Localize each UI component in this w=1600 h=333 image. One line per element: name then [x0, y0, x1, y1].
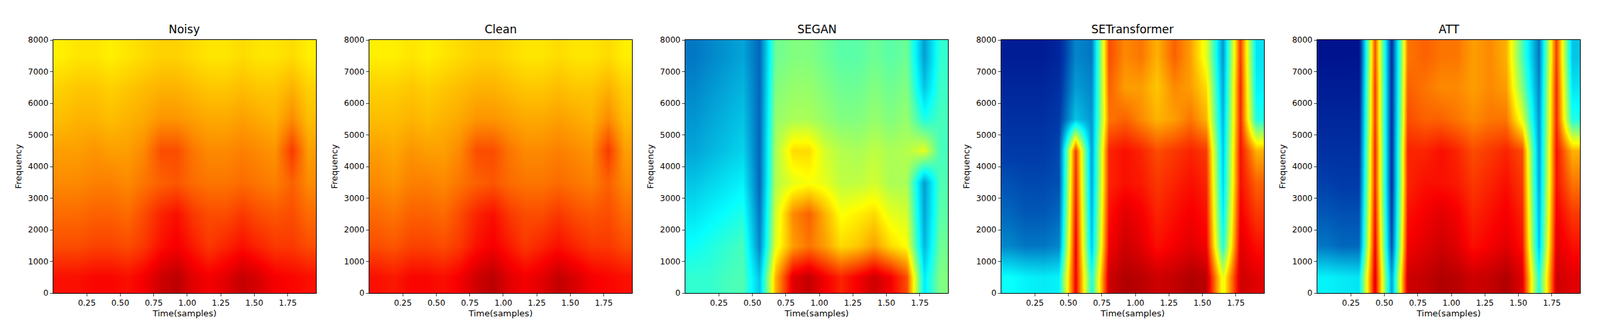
svg-text:3000: 3000 — [28, 194, 49, 204]
svg-text:1.00: 1.00 — [178, 298, 197, 308]
svg-text:0.75: 0.75 — [1092, 298, 1111, 308]
svg-text:Frequency: Frequency — [13, 144, 24, 189]
svg-text:3000: 3000 — [660, 194, 681, 204]
svg-text:3000: 3000 — [344, 194, 365, 204]
svg-text:SEGAN: SEGAN — [797, 22, 837, 36]
svg-text:1.50: 1.50 — [245, 298, 264, 308]
svg-text:Time(samples): Time(samples) — [784, 308, 849, 319]
svg-text:1.75: 1.75 — [594, 298, 613, 308]
svg-text:0.50: 0.50 — [1059, 298, 1078, 308]
svg-text:1.50: 1.50 — [561, 298, 580, 308]
svg-text:7000: 7000 — [344, 67, 365, 77]
svg-text:8000: 8000 — [976, 35, 997, 45]
svg-text:0.50: 0.50 — [1375, 298, 1394, 308]
svg-text:8000: 8000 — [28, 35, 49, 45]
svg-text:1000: 1000 — [344, 257, 365, 267]
svg-text:8000: 8000 — [660, 35, 681, 45]
svg-text:1.50: 1.50 — [877, 298, 896, 308]
svg-text:Frequency: Frequency — [645, 144, 656, 189]
svg-text:0.25: 0.25 — [1342, 298, 1360, 308]
svg-text:6000: 6000 — [976, 98, 997, 108]
svg-text:4000: 4000 — [28, 162, 49, 172]
svg-text:5000: 5000 — [344, 130, 365, 140]
svg-text:7000: 7000 — [28, 67, 49, 77]
svg-text:7000: 7000 — [1292, 67, 1313, 77]
svg-text:4000: 4000 — [660, 162, 681, 172]
svg-text:2000: 2000 — [28, 225, 49, 235]
svg-text:1.25: 1.25 — [1476, 298, 1494, 308]
svg-text:Frequency: Frequency — [1277, 144, 1288, 189]
svg-text:1.00: 1.00 — [1442, 298, 1461, 308]
svg-text:1000: 1000 — [1292, 257, 1313, 267]
svg-text:0.25: 0.25 — [1026, 298, 1044, 308]
svg-text:7000: 7000 — [976, 67, 997, 77]
svg-text:1.25: 1.25 — [528, 298, 546, 308]
svg-text:Time(samples): Time(samples) — [468, 308, 533, 319]
svg-text:0.50: 0.50 — [743, 298, 762, 308]
svg-text:8000: 8000 — [1292, 35, 1313, 45]
svg-text:1000: 1000 — [976, 257, 997, 267]
svg-text:0: 0 — [359, 288, 365, 298]
svg-text:5000: 5000 — [976, 130, 997, 140]
svg-text:2000: 2000 — [1292, 225, 1313, 235]
svg-text:1.25: 1.25 — [844, 298, 862, 308]
svg-text:8000: 8000 — [344, 35, 365, 45]
svg-text:4000: 4000 — [976, 162, 997, 172]
svg-text:1.00: 1.00 — [810, 298, 829, 308]
svg-text:1.00: 1.00 — [1126, 298, 1145, 308]
svg-text:1.25: 1.25 — [1160, 298, 1178, 308]
svg-text:1.75: 1.75 — [1542, 298, 1561, 308]
svg-text:1000: 1000 — [660, 257, 681, 267]
svg-text:0: 0 — [1307, 288, 1313, 298]
svg-text:Frequency: Frequency — [329, 144, 340, 189]
svg-text:1.75: 1.75 — [278, 298, 297, 308]
svg-text:0: 0 — [43, 288, 49, 298]
svg-text:1.75: 1.75 — [910, 298, 929, 308]
svg-text:4000: 4000 — [344, 162, 365, 172]
svg-text:0: 0 — [991, 288, 997, 298]
svg-text:Frequency: Frequency — [961, 144, 972, 189]
svg-text:5000: 5000 — [28, 130, 49, 140]
svg-text:6000: 6000 — [344, 98, 365, 108]
svg-text:1.75: 1.75 — [1226, 298, 1245, 308]
svg-text:0.75: 0.75 — [460, 298, 479, 308]
svg-text:SETransformer: SETransformer — [1091, 22, 1174, 36]
svg-text:1.50: 1.50 — [1509, 298, 1528, 308]
svg-text:1.25: 1.25 — [212, 298, 230, 308]
svg-text:0: 0 — [675, 288, 681, 298]
svg-text:1000: 1000 — [28, 257, 49, 267]
svg-text:5000: 5000 — [660, 130, 681, 140]
svg-text:0.25: 0.25 — [710, 298, 728, 308]
svg-text:1.50: 1.50 — [1193, 298, 1212, 308]
svg-text:2000: 2000 — [344, 225, 365, 235]
svg-text:0.25: 0.25 — [78, 298, 96, 308]
svg-text:Time(samples): Time(samples) — [152, 308, 217, 319]
svg-text:0.50: 0.50 — [111, 298, 130, 308]
svg-text:3000: 3000 — [976, 194, 997, 204]
svg-text:Time(samples): Time(samples) — [1416, 308, 1481, 319]
svg-text:6000: 6000 — [660, 98, 681, 108]
svg-text:0.75: 0.75 — [144, 298, 163, 308]
svg-text:ATT: ATT — [1438, 22, 1460, 36]
svg-text:0.75: 0.75 — [776, 298, 795, 308]
svg-text:3000: 3000 — [1292, 194, 1313, 204]
svg-text:1.00: 1.00 — [494, 298, 513, 308]
svg-text:0.25: 0.25 — [394, 298, 412, 308]
svg-text:4000: 4000 — [1292, 162, 1313, 172]
svg-text:6000: 6000 — [28, 98, 49, 108]
svg-text:2000: 2000 — [976, 225, 997, 235]
svg-text:Clean: Clean — [484, 22, 517, 36]
svg-text:0.50: 0.50 — [427, 298, 446, 308]
svg-text:2000: 2000 — [660, 225, 681, 235]
svg-text:0.75: 0.75 — [1408, 298, 1427, 308]
svg-text:5000: 5000 — [1292, 130, 1313, 140]
svg-text:6000: 6000 — [1292, 98, 1313, 108]
svg-text:7000: 7000 — [660, 67, 681, 77]
svg-text:Noisy: Noisy — [168, 22, 200, 36]
svg-text:Time(samples): Time(samples) — [1100, 308, 1165, 319]
